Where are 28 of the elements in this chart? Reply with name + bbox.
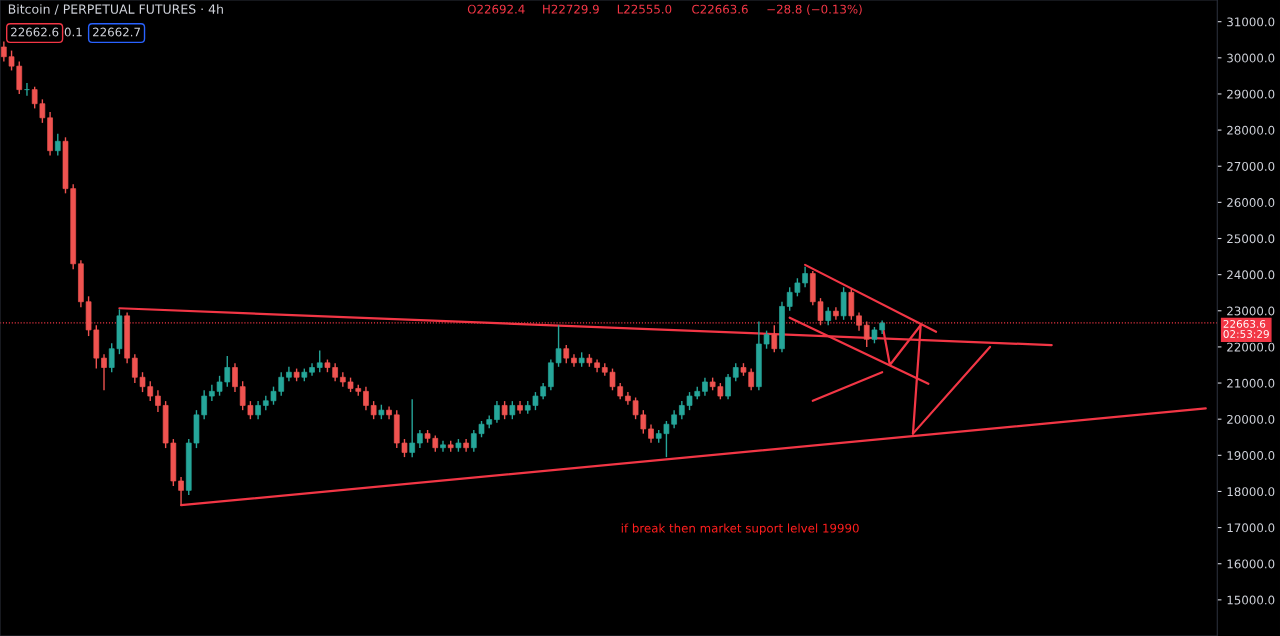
- ref-line-label: 22663.6 02:53:29: [1223, 319, 1269, 338]
- y-tick-label: 23000.0: [1227, 306, 1275, 316]
- y-tick-label: 18000.0: [1227, 487, 1275, 497]
- y-tick-label: 24000.0: [1227, 270, 1275, 280]
- annotation: C22663.6: [692, 4, 748, 14]
- y-tick-label: 17000.0: [1227, 523, 1275, 533]
- y-tick-label: 19000.0: [1227, 451, 1275, 460]
- annotation: 22662.6: [11, 27, 59, 37]
- y-tick-label: 29000.0: [1227, 89, 1275, 99]
- y-tick-label: 27000.0: [1227, 161, 1275, 171]
- y-tick-label: 28000.0: [1227, 125, 1275, 135]
- y-tick-label: 31000.0: [1227, 17, 1275, 27]
- y-tick-label: 30000.0: [1227, 53, 1275, 63]
- chart-title: Bitcoin / PERPETUAL FUTURES · 4h: [8, 4, 223, 15]
- annotation: L22555.0: [617, 4, 672, 14]
- annotation: O22692.4: [467, 4, 525, 14]
- y-tick-label: 15000.0: [1227, 595, 1275, 605]
- y-tick-label: 21000.0: [1227, 378, 1275, 388]
- y-tick-label: 20000.0: [1227, 414, 1275, 424]
- annotation: if break then market suport lelvel 19990: [621, 523, 859, 535]
- annotation: 22662.7: [93, 27, 140, 37]
- annotation: 0.1: [64, 27, 82, 37]
- y-tick-label: 26000.0: [1227, 198, 1275, 208]
- annotation: −28.8 (−0.13%): [767, 4, 862, 15]
- y-tick-label: 16000.0: [1227, 559, 1275, 569]
- y-tick-label: 25000.0: [1227, 234, 1275, 244]
- y-tick-label: 22000.0: [1227, 342, 1275, 352]
- annotation: H22729.9: [543, 4, 599, 14]
